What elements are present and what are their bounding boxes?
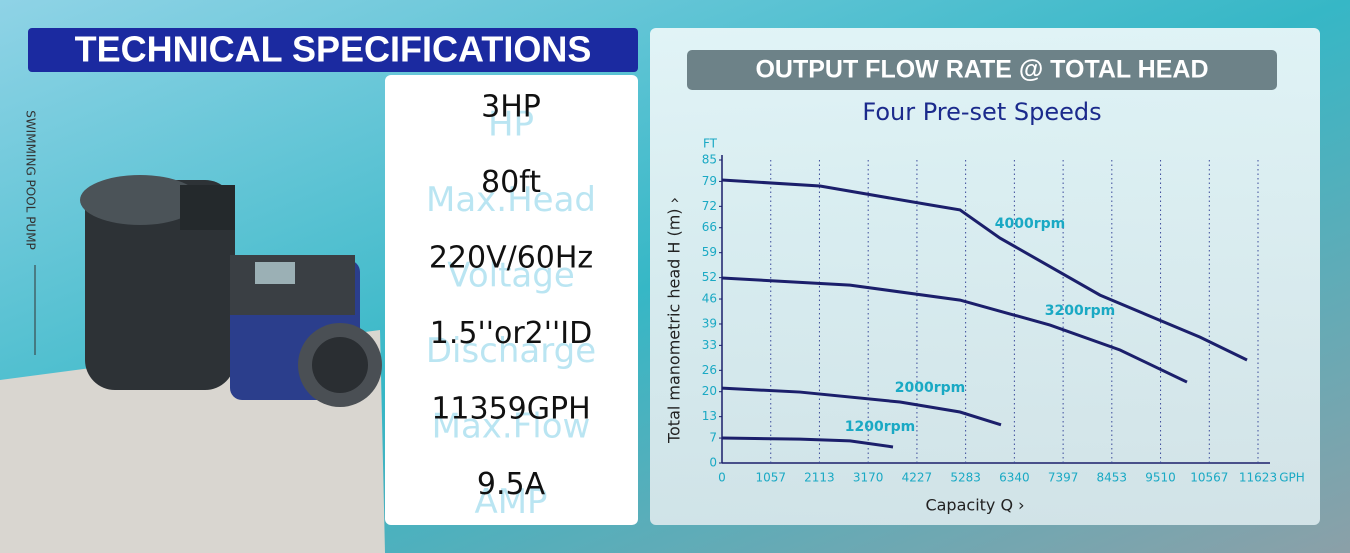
spec-label: Voltage [447,256,575,296]
chart-subtitle: Four Pre-set Speeds [862,98,1101,126]
spec-value: 11359GPH [431,392,590,427]
curve-label: 1200rpm [845,419,915,435]
spec-label: Discharge [426,331,596,371]
chart-panel [650,28,1320,525]
spec-value: 3HP [481,90,541,125]
curve-label: 2000rpm [895,380,965,396]
spec-value: 220V/60Hz [429,241,593,276]
x-tick-label: 2113 [804,471,835,485]
x-tick-label: 5283 [950,471,981,485]
spec-value: 1.5''or2''ID [430,316,592,351]
spec-label: HP [488,105,534,145]
y-axis-title: Total manometric head H (m) › [665,197,684,444]
y-tick-label: 7 [709,431,717,445]
x-tick-label: 6340 [999,471,1030,485]
x-axis-title: Capacity Q › [925,496,1024,515]
spec-label: Max.Flow [432,407,591,447]
x-tick-label: 0 [718,471,726,485]
spec-panel [385,75,638,525]
y-tick-label: 20 [702,384,717,398]
chart-title-bar [687,50,1277,90]
y-tick-label: 66 [702,220,717,234]
y-tick-label: 52 [702,270,717,284]
x-tick-label: 10567 [1190,471,1228,485]
x-tick-label: 1057 [755,471,786,485]
spec-label: AMP [474,482,547,522]
y-tick-label: 13 [702,409,717,423]
y-tick-label: 33 [702,338,717,352]
curve [721,276,1188,384]
y-tick-label: 0 [709,456,717,470]
spec-value: 9.5A [477,467,546,502]
y-tick-label: 39 [702,316,717,330]
curve-label: 4000rpm [995,216,1065,232]
y-tick-label: 72 [702,199,717,213]
title-banner [28,28,638,72]
page-title: TECHNICAL SPECIFICATIONS [75,29,592,70]
side-label: SWIMMING POOL PUMP [24,110,38,250]
x-tick-label: 11623 [1239,471,1277,485]
x-tick-label: 4227 [902,471,933,485]
curve [721,386,1002,427]
y-tick-label: 59 [702,245,717,259]
y-unit: FT [703,137,718,151]
spec-label: Max.Head [426,180,596,220]
y-tick-label: 79 [702,174,717,188]
curve-label: 3200rpm [1045,303,1115,319]
curve [721,178,1248,362]
y-tick-label: 46 [702,292,717,306]
y-tick-label: 85 [702,153,717,167]
curve [721,436,894,449]
y-tick-label: 26 [702,363,717,377]
chart-title: OUTPUT FLOW RATE @ TOTAL HEAD [755,56,1208,84]
x-unit: GPH [1279,471,1305,485]
x-tick-label: 3170 [853,471,884,485]
x-tick-label: 8453 [1097,471,1128,485]
x-tick-label: 9510 [1145,471,1176,485]
pump-illustration [80,175,382,407]
x-tick-label: 7397 [1048,471,1079,485]
spec-value: 80ft [481,165,541,200]
